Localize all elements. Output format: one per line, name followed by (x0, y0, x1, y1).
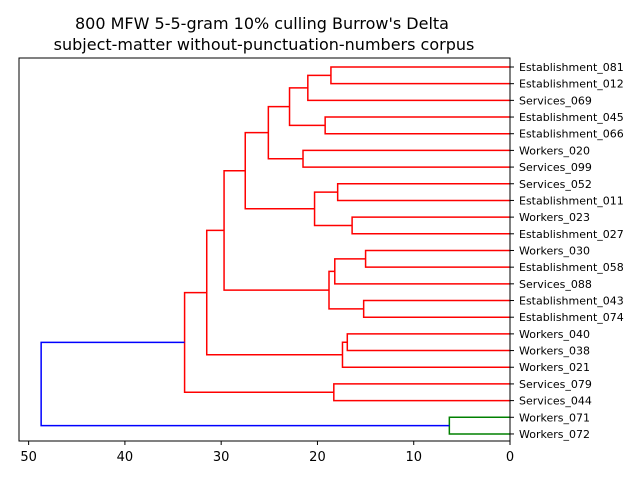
x-tick-label: 20 (309, 450, 326, 465)
dendrogram-link-m11 (364, 249, 510, 268)
leaf-label: Services_088 (519, 278, 592, 291)
leaf-label: Workers_038 (519, 345, 590, 358)
leaf-label: Establishment_012 (519, 78, 624, 91)
leaf-label: Workers_030 (519, 244, 590, 257)
dendrogram-link-m5 (302, 149, 510, 168)
leaf-label: Establishment_081 (519, 61, 624, 74)
leaf-label: Establishment_027 (519, 228, 624, 241)
x-tick-label: 50 (20, 450, 37, 465)
x-tick-label: 10 (405, 450, 422, 465)
dendrogram-link-m12 (334, 258, 510, 285)
x-axis-ticks: 50 40 30 20 10 0 (20, 441, 514, 465)
plot-frame (18, 57, 511, 442)
dendrogram-link-m13 (362, 299, 510, 318)
leaf-label: Workers_020 (519, 144, 590, 157)
leaf-label: Establishment_058 (519, 261, 624, 274)
dendrogram-link-m8 (351, 216, 510, 235)
leaf-label: Services_079 (519, 378, 592, 391)
dendrogram-link-m22 (40, 341, 450, 427)
x-tick-label: 0 (506, 450, 514, 465)
leaf-labels: Establishment_081 Establishment_012 Servic… (510, 61, 624, 441)
chart-title-line-1: 800 MFW 5-5-gram 10% culling Burrow's De… (75, 14, 449, 33)
dendrogram-link-m10 (244, 131, 315, 210)
leaf-label: Services_044 (519, 395, 592, 408)
leaf-label: Services_099 (519, 161, 592, 174)
leaf-label: Services_052 (519, 178, 592, 191)
dendrogram-link-m15 (223, 169, 330, 291)
dendrogram-links (40, 66, 510, 435)
leaf-label: Workers_023 (519, 211, 590, 224)
dendrogram-link-m14 (328, 270, 364, 310)
dendrogram-link-m2 (307, 74, 510, 102)
leaf-label: Establishment_043 (519, 295, 624, 308)
dendrogram-link-m19 (333, 383, 510, 402)
dendrogram-link-m17 (341, 341, 510, 368)
leaf-label: Services_069 (519, 94, 592, 107)
leaf-label: Workers_071 (519, 411, 590, 424)
dendrogram-link-m6 (267, 105, 304, 160)
leaf-label: Workers_072 (519, 428, 590, 441)
leaf-label: Establishment_074 (519, 311, 624, 324)
dendrogram-link-m21 (448, 416, 510, 435)
leaf-label: Establishment_011 (519, 194, 624, 207)
dendrogram-link-m3 (324, 116, 510, 135)
leaf-label: Workers_040 (519, 328, 590, 341)
x-tick-label: 30 (213, 450, 230, 465)
leaf-label: Establishment_066 (519, 128, 624, 141)
dendrogram-link-m9 (313, 191, 353, 227)
dendrogram-link-m16 (346, 333, 510, 352)
x-tick-label: 40 (117, 450, 134, 465)
dendrogram-link-m18 (205, 229, 343, 356)
leaf-label: Workers_021 (519, 361, 590, 374)
chart-title-line-2: subject-matter without-punctuation-numbe… (54, 35, 475, 54)
dendrogram-link-m7 (336, 183, 510, 202)
dendrogram-link-m1 (330, 66, 510, 85)
leaf-label: Establishment_045 (519, 111, 624, 124)
